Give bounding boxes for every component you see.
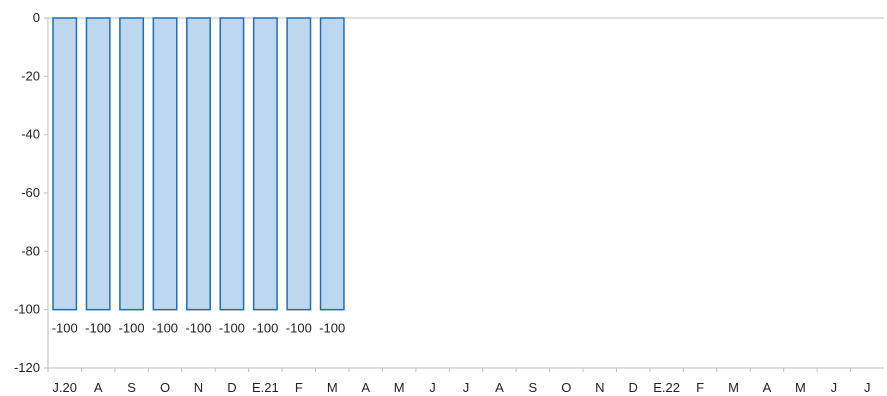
bar: [286, 17, 312, 311]
x-tick-label: A: [94, 380, 103, 395]
x-tick-label: J: [831, 380, 838, 395]
bar: [52, 17, 78, 311]
x-tick-label: J.20: [52, 380, 77, 395]
x-tick-label: D: [227, 380, 236, 395]
y-tick-label: -120: [14, 360, 40, 375]
bar-data-label: -100: [319, 321, 345, 336]
x-tick-label: N: [194, 380, 203, 395]
y-tick-label: -40: [21, 127, 40, 142]
bar: [152, 17, 178, 311]
bar-data-label: -100: [152, 321, 178, 336]
x-tick-label: J: [463, 380, 470, 395]
y-axis-labels: 0 -20 -40 -60 -80 -100 -120: [14, 10, 40, 375]
x-tick-label: A: [361, 380, 370, 395]
x-tick-label: J: [864, 380, 871, 395]
bar-data-label: -100: [252, 321, 278, 336]
x-tick-label: A: [763, 380, 772, 395]
bar-data-label: -100: [185, 321, 211, 336]
x-tick-label: M: [327, 380, 338, 395]
y-tick-label: -60: [21, 185, 40, 200]
bar: [252, 17, 278, 311]
data-labels: -100 -100 -100 -100 -100 -100 -100 -100 -100: [52, 321, 346, 336]
bar: [319, 17, 345, 311]
y-tick-label: -20: [21, 68, 40, 83]
x-tick-label: S: [529, 380, 538, 395]
x-tick-label: A: [495, 380, 504, 395]
y-tick-label: -80: [21, 243, 40, 258]
x-tick-label: M: [728, 380, 739, 395]
x-tick-label: D: [629, 380, 638, 395]
x-tick-label: O: [160, 380, 170, 395]
bar-data-label: -100: [119, 321, 145, 336]
bar-data-label: -100: [219, 321, 245, 336]
x-tick-label: N: [595, 380, 604, 395]
bar: [186, 17, 211, 311]
bar-data-label: -100: [85, 321, 111, 336]
x-tick-label: F: [295, 380, 303, 395]
bar: [119, 17, 145, 311]
x-tick-label: J: [429, 380, 436, 395]
x-tick-label: M: [795, 380, 806, 395]
bar: [85, 17, 111, 311]
x-tick-label: F: [696, 380, 704, 395]
x-tick-label: O: [561, 380, 571, 395]
bar-data-label: -100: [286, 321, 312, 336]
x-tick-label: M: [394, 380, 405, 395]
bar: [219, 17, 245, 311]
bars: [52, 17, 345, 311]
y-tick-label: 0: [33, 10, 40, 25]
bar-data-label: -100: [52, 321, 78, 336]
x-tick-label: E.21: [252, 380, 279, 395]
y-tick-label: -100: [14, 302, 40, 317]
x-tick-label: E.22: [653, 380, 680, 395]
x-axis-labels: J.20 A S O N D E.21 F M A M J J A S O N D E.22 F M A M J J: [52, 380, 870, 395]
x-tick-label: S: [127, 380, 136, 395]
